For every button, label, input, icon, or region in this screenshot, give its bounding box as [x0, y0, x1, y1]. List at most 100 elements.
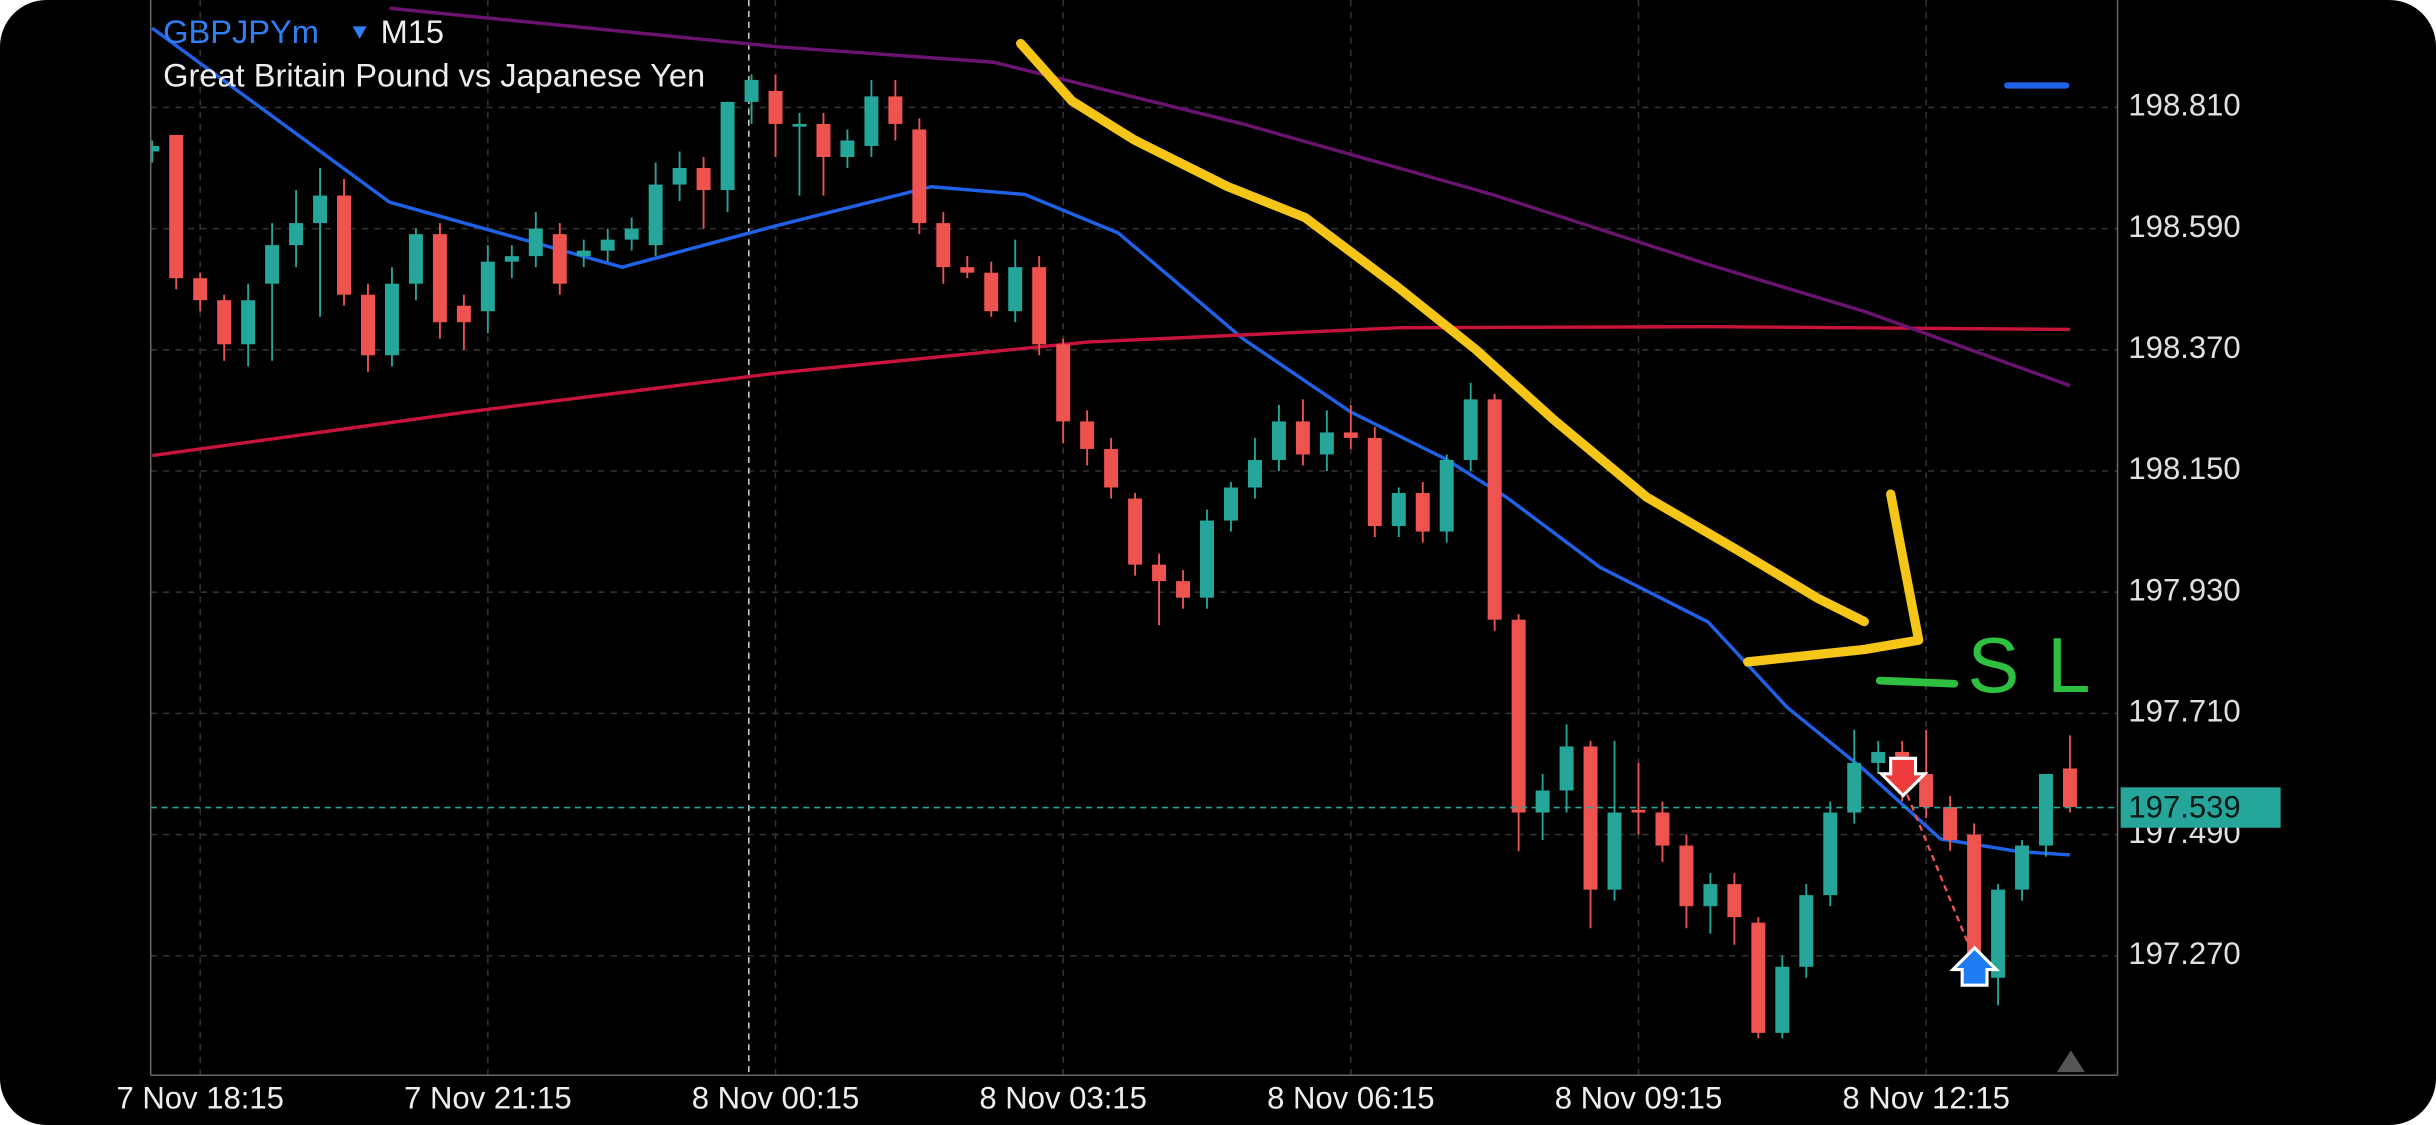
candle-body — [1032, 267, 1047, 345]
candle-body — [1200, 520, 1214, 598]
x-tick-label: 8 Nov 00:15 — [692, 1080, 859, 1115]
candle-body — [1583, 746, 1598, 890]
candle-body — [1080, 421, 1095, 449]
x-tick-label: 7 Nov 18:15 — [116, 1080, 283, 1115]
buy-marker — [1949, 945, 2001, 987]
candle-body — [2062, 768, 2077, 808]
candle-body — [960, 267, 975, 273]
candle-body — [936, 223, 951, 268]
candle-body — [576, 250, 591, 257]
candle-body — [1104, 448, 1119, 488]
candle-body — [1823, 812, 1838, 896]
candle-body — [1391, 493, 1406, 527]
x-tick-label: 8 Nov 09:15 — [1555, 1080, 1722, 1115]
candle-body — [384, 283, 399, 356]
candle-body — [672, 168, 687, 185]
candle-body — [1247, 459, 1262, 488]
candle-body — [600, 239, 615, 251]
candle-body — [2015, 845, 2030, 890]
candle-body — [1319, 432, 1334, 455]
candle-body — [1967, 834, 1982, 962]
candle-body — [1607, 812, 1622, 890]
x-tick-label: 8 Nov 03:15 — [979, 1080, 1146, 1115]
candle-body — [1919, 773, 1934, 808]
candle-body — [792, 123, 807, 127]
candle-body — [1463, 399, 1478, 460]
subtitle: Great Britain Pound vs Japanese Yen — [163, 56, 705, 93]
y-tick-label: 198.150 — [2128, 451, 2240, 486]
y-tick-label: 198.590 — [2128, 209, 2240, 244]
candle-body — [361, 294, 375, 356]
candle-body — [1367, 437, 1382, 527]
candle-body — [337, 195, 352, 295]
candle-body — [1343, 432, 1358, 438]
candle-body — [1535, 790, 1550, 813]
candle-body — [1511, 619, 1526, 813]
plot-area — [150, 6, 2118, 1039]
sl-annotation: SL — [1967, 623, 2118, 709]
candle-body — [1008, 267, 1023, 312]
candle-body — [744, 79, 759, 102]
y-tick-label: 198.810 — [2128, 88, 2240, 123]
candle-body — [840, 140, 855, 157]
candle-body — [1991, 889, 2006, 978]
candle-body — [1152, 564, 1167, 582]
candle-body — [696, 168, 711, 191]
current-price-label: 197.539 — [2128, 789, 2240, 824]
y-tick-label: 197.930 — [2128, 572, 2240, 607]
candle-body — [480, 261, 495, 312]
candle-body — [265, 245, 280, 284]
trend-drawing — [1016, 38, 1869, 627]
candle-body — [1559, 746, 1574, 791]
candle-body — [912, 129, 927, 224]
y-tick-label: 198.370 — [2128, 330, 2240, 365]
x-tick-label: 7 Nov 21:15 — [404, 1080, 571, 1115]
candle-body — [1655, 812, 1670, 846]
y-tick-label: 197.270 — [2128, 936, 2240, 971]
candle-body — [456, 305, 471, 323]
candle-body — [1775, 966, 1790, 1033]
candle-body — [720, 101, 735, 191]
candle-body — [1751, 922, 1766, 1033]
trade-line — [1902, 784, 1975, 957]
candle-body — [1631, 809, 1646, 813]
candle-body — [432, 234, 447, 323]
candle-body — [504, 256, 519, 262]
moving-average — [389, 6, 2071, 388]
current-price-box — [2120, 787, 2281, 828]
trend-drawing — [1743, 489, 1924, 667]
candle-body — [1799, 895, 1814, 967]
moving-average — [151, 26, 2071, 857]
candle-body — [1847, 762, 1862, 813]
candle-body — [1176, 581, 1191, 598]
candle-body — [1727, 884, 1742, 918]
candle-body — [313, 195, 328, 224]
candle-body — [864, 96, 879, 146]
candle-body — [1271, 421, 1286, 460]
candle-body — [1056, 344, 1071, 422]
candle-body — [1871, 751, 1886, 763]
x-tick-label: 8 Nov 06:15 — [1267, 1080, 1434, 1115]
y-tick-label: 197.710 — [2128, 694, 2240, 729]
timeframe[interactable]: M15 — [381, 13, 444, 50]
scroll-marker — [2056, 1050, 2085, 1073]
sl-dash — [1875, 676, 1959, 688]
candle-body — [528, 228, 543, 257]
candle-body — [1487, 399, 1502, 620]
candle-body — [1415, 493, 1430, 532]
candle-body — [150, 145, 160, 152]
sell-marker — [1877, 756, 1929, 798]
candle-body — [169, 134, 184, 279]
symbol-dropdown[interactable] — [352, 26, 367, 39]
axes: 198.810 198.590 198.370 198.150 197.930 197.7… — [116, 88, 2281, 1115]
candle-body — [1679, 845, 1694, 907]
grid — [150, 0, 2118, 1076]
symbol[interactable]: GBPJPYm — [163, 13, 319, 50]
candle-body — [888, 96, 903, 124]
candle-body — [2039, 773, 2053, 846]
candle-body — [984, 272, 999, 312]
candle-body — [1703, 884, 1718, 907]
candle-body — [1943, 807, 1958, 841]
